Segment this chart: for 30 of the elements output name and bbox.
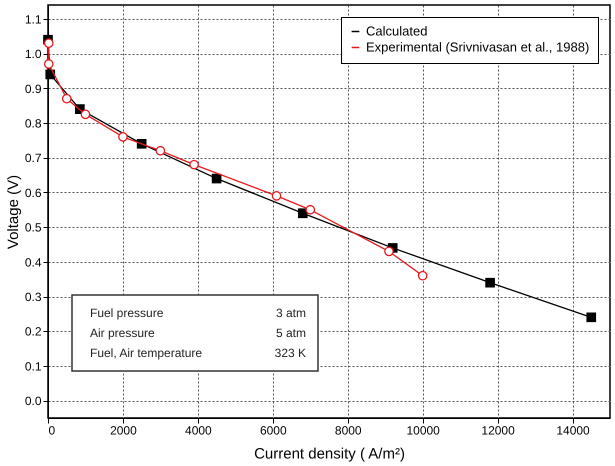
annotation: 323 K [274,346,306,360]
y-tick-label: 0.1 [24,359,42,374]
y-tick-label: 0.5 [24,220,42,235]
y-tick-label: 0.6 [24,186,42,200]
x-tick-label: 10000 [406,424,440,438]
y-tick-label: 0.2 [24,324,42,339]
y-tick-label: 1.0 [24,47,42,62]
x-tick-label: 0 [48,424,56,438]
x-axis-title: Current density ( A/m²) [254,446,405,462]
annotation: 5 atm [276,326,306,340]
annotation: Fuel pressure [90,306,164,320]
annotation: Fuel, Air temperature [90,346,202,360]
annotation: 3 atm [276,306,306,320]
x-tick-label: 6000 [260,424,287,438]
x-tick-label: 8000 [334,424,362,438]
x-tick-label: 2000 [110,424,138,438]
legend-label: Experimental (Srivnivasan et al., 1988) [366,40,590,54]
y-tick-label: 0.8 [24,116,42,130]
y-tick-label: 0.7 [24,151,42,166]
y-tick-label: 0.4 [24,255,42,270]
x-tick-label: 14000 [556,424,590,438]
legend-label: Calculated [366,24,428,38]
y-tick-label: 0.9 [24,82,42,96]
y-axis-title: Voltage (V) [4,174,22,250]
x-tick-label: 12000 [481,424,516,438]
y-tick-label: 1.1 [24,12,42,26]
annotation: Air pressure [90,326,156,340]
y-tick-label: 0.3 [24,290,42,304]
y-tick-label: 0.0 [24,394,42,408]
x-tick-label: 4000 [185,424,212,438]
